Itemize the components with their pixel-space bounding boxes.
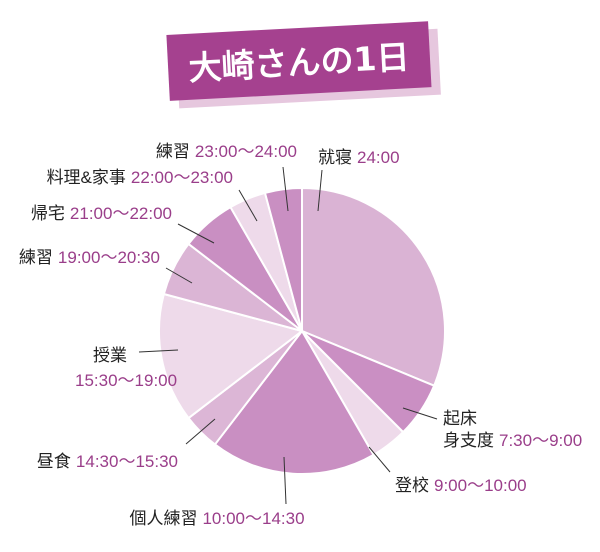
label-lunch-time: 14:30～15:30	[76, 452, 178, 471]
leader-return-home	[177, 223, 215, 244]
leader-solo-practice	[283, 456, 287, 505]
label-commute-time: 9:00～10:00	[434, 476, 527, 495]
leader-lines	[138, 166, 438, 505]
label-return-home-time: 21:00～22:00	[70, 204, 172, 223]
label-sleep-name: 就寝	[318, 147, 352, 167]
label-sleep: 就寝 24:00	[318, 147, 400, 167]
pie-slice-solo-practice	[213, 330, 375, 475]
label-practice-night-time: 23:00～24:00	[195, 142, 297, 161]
label-commute-name: 登校	[395, 476, 429, 495]
label-practice-night-name: 練習	[156, 142, 190, 161]
label-commute: 登校 9:00～10:00	[395, 476, 527, 495]
label-practice-evening: 練習 19:00～20:30	[19, 248, 160, 267]
label-sleep-time: 24:00	[357, 148, 400, 167]
leader-wake-up	[402, 407, 438, 420]
label-wake-up-time: 7:30～9:00	[499, 431, 582, 450]
label-return-home: 帰宅 21:00～22:00	[31, 204, 172, 223]
leader-practice-night	[282, 166, 289, 212]
label-cooking-chores: 料理&家事 22:00～23:00	[47, 168, 233, 187]
label-cooking-chores-time: 22:00～23:00	[131, 168, 233, 187]
label-solo-practice-time: 10:00～14:30	[202, 509, 304, 528]
title-banner: 大崎さんの1日	[166, 21, 441, 109]
label-return-home-name: 帰宅	[31, 204, 65, 223]
pie-slice-class	[157, 292, 303, 420]
pie-slice-sleep	[301, 187, 446, 387]
label-practice-evening-name: 練習	[19, 248, 53, 267]
leader-lunch	[185, 418, 216, 445]
label-class-time: 15:30～19:00	[75, 371, 177, 390]
slice-labels: 練習 23:00～24:00 就寝 24:00 料理&家事 22:00～23:00 帰…	[19, 142, 582, 528]
label-wake-up-line1: 起床	[443, 409, 477, 428]
label-lunch-name: 昼食	[37, 452, 71, 471]
label-wake-up-name2: 身支度	[443, 431, 494, 450]
leader-sleep	[317, 169, 323, 212]
label-practice-night: 練習 23:00～24:00	[156, 142, 297, 161]
label-class-name: 授業	[93, 346, 127, 365]
leader-cooking-chores	[238, 189, 258, 222]
label-solo-practice: 個人練習 10:00～14:30	[129, 509, 304, 528]
pie-slice-practice-night	[263, 187, 303, 332]
label-cooking-chores-name: 料理&家事	[47, 168, 126, 187]
leader-practice-evening	[165, 267, 193, 284]
label-lunch: 昼食 14:30～15:30	[37, 452, 178, 471]
pie-slices	[157, 187, 446, 475]
label-practice-evening-time: 19:00～20:30	[58, 248, 160, 267]
leader-commute	[368, 446, 391, 473]
title-banner-box	[166, 21, 432, 101]
label-solo-practice-name: 個人練習	[129, 509, 197, 528]
leader-class	[138, 349, 179, 353]
label-wake-up-line2: 身支度 7:30～9:00	[443, 431, 582, 450]
